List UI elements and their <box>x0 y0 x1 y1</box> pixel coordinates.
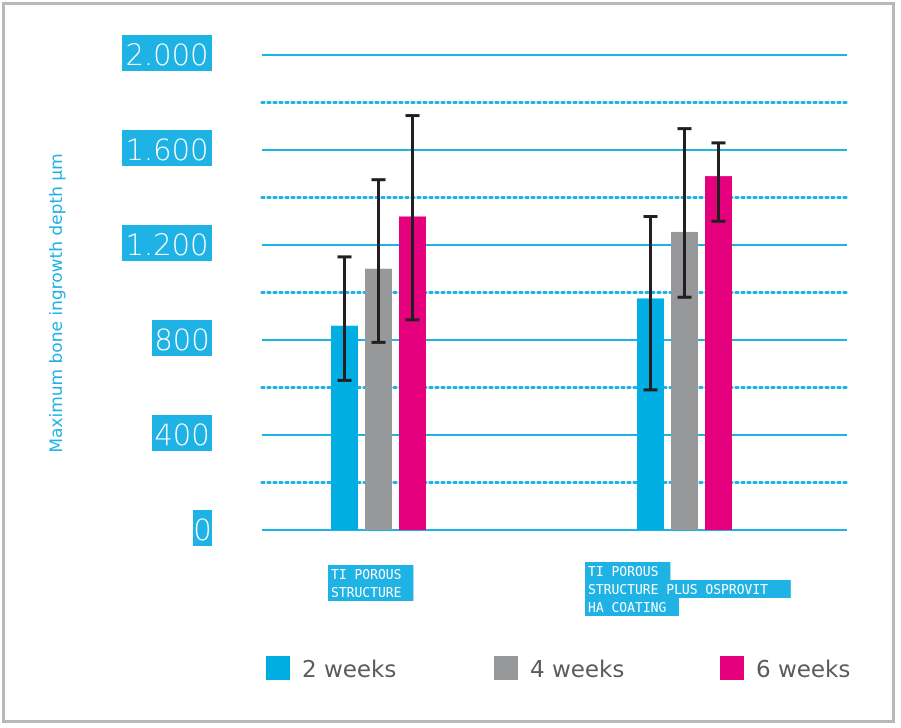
category-label-background <box>585 562 671 580</box>
y-tick: 2.000 <box>122 35 212 72</box>
error-bar <box>643 215 658 392</box>
error-bar <box>337 255 352 382</box>
error-bar <box>405 114 420 322</box>
y-tick: 400 <box>152 415 212 452</box>
legend-swatch <box>266 656 290 680</box>
y-tick-label: 1.200 <box>125 228 208 262</box>
bar <box>705 176 732 530</box>
y-tick-label: 1.600 <box>125 133 208 167</box>
y-tick: 0 <box>193 510 212 547</box>
error-bar <box>677 127 692 299</box>
category-label-line: HA COATING <box>588 601 666 616</box>
legend-item: 6 weeks <box>720 656 850 683</box>
category-label-background <box>585 580 791 598</box>
legend-swatch <box>720 656 744 680</box>
error-bars <box>337 114 726 392</box>
legend-swatch <box>494 656 518 680</box>
y-tick-background <box>122 225 212 261</box>
y-tick: 800 <box>152 320 212 357</box>
category-label-background <box>328 583 414 601</box>
y-tick-background <box>152 320 212 356</box>
legend-item: 2 weeks <box>266 656 396 683</box>
category-label-line: TI POROUS <box>331 568 401 583</box>
category-label-line: TI POROUS <box>588 565 658 580</box>
legend-label: 6 weeks <box>756 657 850 683</box>
y-tick: 1.200 <box>122 225 212 262</box>
error-bar <box>371 178 386 344</box>
y-tick-background <box>122 130 212 166</box>
gridlines <box>260 54 849 531</box>
legend: 2 weeks 4 weeks 6 weeks <box>266 656 850 683</box>
legend-item: 4 weeks <box>494 656 624 683</box>
legend-label: 2 weeks <box>302 657 396 683</box>
y-tick-label: 400 <box>154 418 209 452</box>
category-label-background <box>585 598 679 616</box>
y-tick-label: 0 <box>193 513 211 547</box>
y-tick-background <box>152 415 212 451</box>
category-label: TI POROUS STRUCTURE <box>328 565 414 601</box>
y-tick-label: 2.000 <box>125 38 208 72</box>
y-tick-background <box>193 510 212 546</box>
y-tick: 1.600 <box>122 130 212 167</box>
legend-label: 4 weeks <box>530 657 624 683</box>
category-label-line: STRUCTURE PLUS OSPROVIT <box>588 583 768 598</box>
y-tick-labels: 0 400 800 1.200 1.600 2.000 <box>122 35 212 547</box>
y-tick-background <box>122 35 212 71</box>
category-label-line: STRUCTURE <box>331 586 401 601</box>
y-axis-label: Maximum bone ingrowth depth µm <box>47 153 67 452</box>
category-label: TI POROUS STRUCTURE PLUS OSPROVIT HA COATI… <box>585 562 791 616</box>
bars <box>331 176 732 530</box>
error-bar <box>711 141 726 223</box>
category-labels: TI POROUS STRUCTURE TI POROUS STRUCTURE PLU… <box>328 562 791 616</box>
category-label-background <box>328 565 414 583</box>
y-tick-label: 800 <box>154 323 209 357</box>
